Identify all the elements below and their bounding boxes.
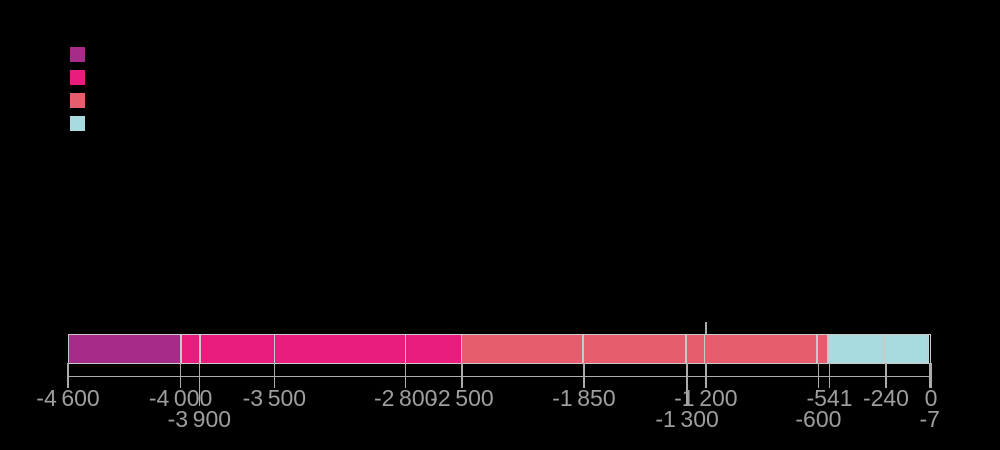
axis-tick-label: -7 — [919, 406, 940, 432]
axis-tick-label: -541 — [806, 385, 853, 411]
axis-tick-label: -240 — [862, 385, 909, 411]
axis-tick — [179, 363, 182, 388]
segment-separator — [273, 335, 276, 363]
axis-tick-label: -3 900 — [167, 406, 232, 432]
axis-tick-label: -600 — [795, 406, 842, 432]
segment-separator — [703, 335, 706, 363]
axis-tick-label: 0 — [924, 385, 938, 411]
axis-tick-label: -1 850 — [552, 385, 616, 411]
bar-segment — [181, 335, 200, 363]
segment-separator — [685, 335, 687, 363]
bar-segment — [816, 335, 828, 363]
axis-tick — [817, 363, 820, 388]
axis-tick — [885, 363, 887, 388]
axis-tick — [583, 363, 585, 388]
bar-segment — [685, 335, 705, 363]
legend-swatch-2 — [70, 70, 85, 85]
axis-tick-label: -4 600 — [36, 385, 100, 411]
segment-separator — [582, 335, 584, 363]
bar-segment — [884, 335, 928, 363]
axis-tick — [198, 363, 201, 406]
segment-separator — [883, 335, 885, 363]
axis-tick-label: -4 000 — [148, 385, 213, 411]
bar-segment — [827, 335, 885, 363]
legend-item-3 — [70, 93, 85, 108]
legend-swatch-4 — [70, 116, 85, 131]
legend-item-4 — [70, 116, 85, 131]
legend-item-1 — [70, 47, 85, 62]
segment-separator — [199, 335, 201, 363]
segment-separator — [404, 335, 407, 363]
axis-tick — [705, 363, 707, 388]
axis-tick-label: -2 800 — [373, 385, 438, 411]
bar-segment — [274, 335, 406, 363]
axis-tick-label: -1 300 — [655, 406, 719, 432]
axis-tick — [461, 363, 463, 388]
bar-segment — [704, 335, 817, 363]
legend-item-2 — [70, 70, 85, 85]
axis-tick — [928, 363, 931, 388]
segment-separator — [180, 335, 182, 363]
axis-tick — [273, 363, 276, 388]
timeline-bar — [68, 334, 931, 364]
annotation-mark — [705, 322, 707, 334]
bar-segment — [69, 335, 182, 363]
axis-tick — [828, 363, 831, 388]
axis-tick — [404, 363, 407, 388]
legend — [70, 47, 85, 139]
axis-tick-label: -3 500 — [242, 385, 307, 411]
axis-tick — [67, 363, 69, 388]
bar-segment — [199, 335, 275, 363]
axis-tick-label: -2 500 — [430, 385, 494, 411]
axis-tick — [930, 363, 932, 388]
segment-separator — [460, 335, 463, 363]
bar-segment — [405, 335, 462, 363]
legend-swatch-1 — [70, 47, 85, 62]
axis-tick-label: -1 200 — [674, 385, 738, 411]
axis-tick — [686, 363, 688, 406]
x-axis-line — [68, 375, 931, 377]
segment-separator — [926, 335, 929, 363]
bar-segment — [461, 335, 584, 363]
bar-segment — [583, 335, 686, 363]
segment-separator — [827, 335, 829, 363]
segment-separator — [816, 335, 818, 363]
legend-swatch-3 — [70, 93, 85, 108]
